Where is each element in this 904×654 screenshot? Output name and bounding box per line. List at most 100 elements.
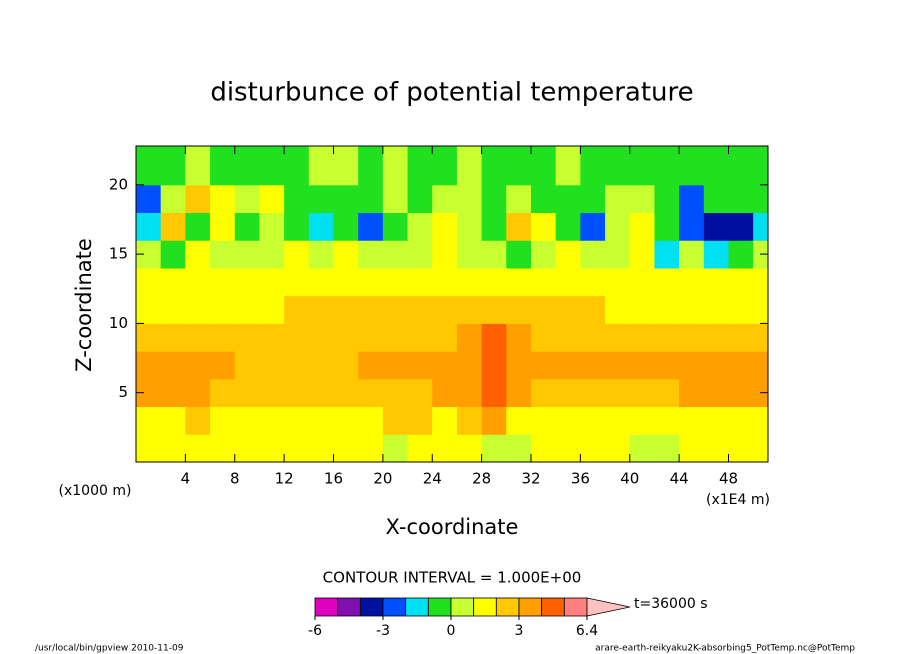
contour-cell — [432, 406, 458, 435]
contour-cell — [382, 351, 409, 380]
contour-cell — [481, 184, 507, 214]
contour-cell — [382, 212, 409, 241]
contour-cell — [358, 240, 384, 269]
contour-cell — [580, 240, 606, 269]
contour-cell — [136, 267, 162, 297]
x-tick-label: 4 — [181, 470, 191, 488]
contour-cell — [654, 378, 680, 408]
contour-cell — [185, 267, 211, 297]
contour-cell — [703, 323, 729, 352]
contour-cell — [210, 406, 236, 435]
contour-cell — [753, 184, 769, 214]
y-axis-title: Z-coordinate — [72, 238, 96, 372]
contour-cell — [506, 295, 532, 324]
contour-cell — [308, 212, 334, 241]
contour-cell — [654, 184, 680, 214]
contour-cell — [629, 434, 655, 463]
colorbar-arrow — [586, 597, 631, 617]
contour-cell — [679, 146, 705, 186]
colorbar-tick-label: 0 — [447, 623, 456, 639]
contour-cell — [259, 434, 285, 463]
contour-cell — [703, 295, 729, 324]
contour-cell — [382, 184, 409, 214]
contour-cell — [160, 434, 186, 463]
contour-cell — [333, 240, 359, 269]
y-tick-label: 10 — [109, 314, 128, 332]
contour-cell — [308, 146, 334, 186]
contour-cell — [654, 295, 680, 324]
contour-cell — [531, 323, 557, 352]
contour-cell — [728, 240, 754, 269]
contour-cell — [728, 323, 754, 352]
contour-cell — [308, 351, 334, 380]
contour-cell — [456, 378, 483, 408]
contour-cell — [333, 295, 359, 324]
contour-cell — [629, 146, 655, 186]
contour-cell — [456, 434, 483, 463]
contour-cell — [432, 184, 458, 214]
contour-cell — [481, 323, 507, 352]
contour-cell — [259, 295, 285, 324]
contour-cell — [333, 146, 359, 186]
contour-cell — [605, 434, 631, 463]
contour-cell — [333, 212, 359, 241]
contour-cell — [629, 406, 655, 435]
contour-cell — [308, 240, 334, 269]
contour-cell — [456, 146, 483, 186]
x-tick-label: 12 — [275, 470, 294, 488]
contour-cell — [629, 240, 655, 269]
contour-cell — [234, 434, 260, 463]
contour-cell — [333, 378, 359, 408]
contour-cell — [703, 434, 729, 463]
contour-cell — [210, 323, 236, 352]
contour-cell — [358, 406, 384, 435]
contour-cell — [407, 267, 433, 297]
contour-cell — [358, 212, 384, 241]
contour-cell — [185, 146, 211, 186]
contour-cell — [284, 184, 310, 214]
contour-cell — [382, 378, 409, 408]
contour-cell — [432, 146, 458, 186]
contour-cell — [382, 406, 409, 435]
contour-cell — [753, 406, 769, 435]
contour-cell — [210, 212, 236, 241]
contour-cell — [234, 212, 260, 241]
contour-cell — [679, 406, 705, 435]
contour-cell — [259, 240, 285, 269]
contour-cell — [382, 434, 409, 463]
contour-cell — [160, 146, 186, 186]
contour-cell — [728, 146, 754, 186]
contour-cell — [753, 146, 769, 186]
contour-cell — [432, 212, 458, 241]
contour-cell — [136, 351, 162, 380]
contour-cell — [358, 267, 384, 297]
contour-cell — [605, 378, 631, 408]
colorbar-box — [314, 597, 339, 617]
contour-cell — [160, 378, 186, 408]
contour-cell — [185, 323, 211, 352]
contour-cell — [654, 351, 680, 380]
contour-cell — [210, 434, 236, 463]
contour-cell — [210, 351, 236, 380]
contour-cell — [284, 351, 310, 380]
colorbar-box — [473, 597, 497, 617]
contour-cell — [654, 434, 680, 463]
contour-cell — [185, 378, 211, 408]
contour-cell — [753, 323, 769, 352]
contour-cell — [333, 267, 359, 297]
contour-cell — [531, 240, 557, 269]
contour-cell — [531, 351, 557, 380]
contour-cell — [703, 406, 729, 435]
contour-cell — [679, 434, 705, 463]
contour-cell — [506, 267, 532, 297]
contour-cell — [456, 295, 483, 324]
contour-cell — [308, 184, 334, 214]
contour-cell — [432, 323, 458, 352]
contour-cell — [284, 146, 310, 186]
contour-cell — [259, 267, 285, 297]
contour-cell — [629, 295, 655, 324]
contour-cell — [728, 406, 754, 435]
contour-cell — [160, 406, 186, 435]
contour-cell — [506, 146, 532, 186]
contour-cell — [506, 378, 532, 408]
